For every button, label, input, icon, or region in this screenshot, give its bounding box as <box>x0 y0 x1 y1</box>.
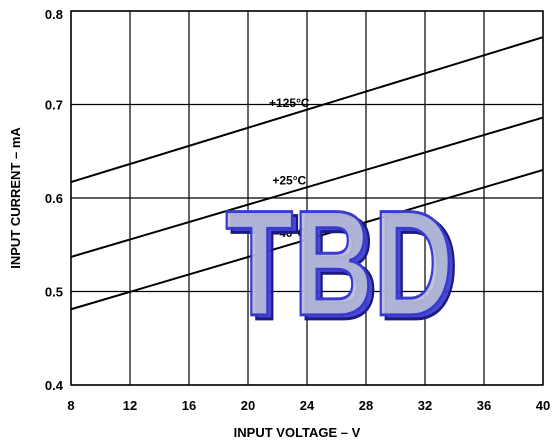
plot-frame <box>70 10 544 386</box>
y-tick-label: 0.5 <box>45 285 63 300</box>
x-tick-label: 16 <box>182 398 196 413</box>
x-tick-label: 28 <box>359 398 373 413</box>
y-axis-title: INPUT CURRENT – mA <box>8 127 23 269</box>
series-line <box>70 36 544 184</box>
series-line <box>70 116 544 258</box>
series-line <box>70 168 544 311</box>
x-tick-label: 36 <box>477 398 491 413</box>
x-tick-label: 24 <box>300 398 315 413</box>
tbd-watermark: TBD TBD <box>224 177 460 352</box>
x-tick-label: 12 <box>123 398 137 413</box>
x-tick-label: 32 <box>418 398 432 413</box>
y-tick-label: 0.8 <box>45 7 63 22</box>
tick-labels: 8 12 16 20 24 28 32 36 40 0.4 0.5 0.6 0.7 0.8 <box>45 7 550 413</box>
x-axis-title: INPUT VOLTAGE – V <box>234 425 361 440</box>
x-tick-label: 40 <box>536 398 550 413</box>
series-label: +25°C <box>272 173 306 187</box>
series-lines <box>70 36 544 311</box>
series-labels: +125°C +25°C –40°C <box>269 96 310 240</box>
y-tick-label: 0.4 <box>45 378 64 393</box>
y-tick-label: 0.7 <box>45 98 63 113</box>
tbd-watermark-text: TBD <box>225 179 453 347</box>
x-tick-label: 20 <box>241 398 255 413</box>
series-label: –40°C <box>273 226 307 240</box>
y-tick-label: 0.6 <box>45 191 63 206</box>
x-tick-label: 8 <box>67 398 74 413</box>
series-label: +125°C <box>269 96 310 110</box>
tbd-watermark-shadow: TBD <box>230 183 458 351</box>
